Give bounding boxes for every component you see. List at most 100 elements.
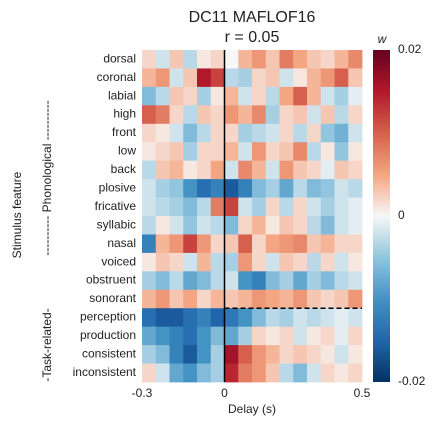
heatmap-cell bbox=[224, 86, 239, 106]
heatmap-cell bbox=[348, 142, 363, 162]
y-tick-label: nasal bbox=[107, 236, 136, 250]
heatmap-cell bbox=[307, 363, 322, 383]
heatmap-cell bbox=[183, 160, 198, 180]
heatmap-cell bbox=[197, 252, 212, 272]
heatmap-cell bbox=[320, 123, 335, 143]
heatmap-cell bbox=[183, 308, 198, 328]
heatmap-cell bbox=[210, 345, 225, 364]
heatmap-cell bbox=[224, 179, 239, 198]
y-axis-label: Stimulus feature bbox=[10, 171, 24, 258]
y-tick-label: labial bbox=[108, 88, 136, 102]
heatmap-cell bbox=[307, 179, 322, 198]
heatmap-cell bbox=[224, 271, 239, 291]
heatmap-cell bbox=[334, 105, 349, 125]
heatmap-cell bbox=[334, 289, 349, 309]
heatmap-cell bbox=[334, 216, 349, 235]
heatmap-cell bbox=[307, 50, 322, 69]
heatmap-cell bbox=[334, 197, 349, 217]
heatmap-cell bbox=[320, 363, 335, 383]
y-tick-label: plosive bbox=[99, 181, 137, 195]
heatmap-cell bbox=[265, 326, 280, 346]
heatmap-cell bbox=[320, 179, 335, 198]
heatmap-cell bbox=[142, 345, 157, 364]
heatmap-cell bbox=[293, 68, 308, 88]
heatmap-cell bbox=[334, 308, 349, 328]
heatmap-cell bbox=[169, 308, 184, 328]
heatmap-cell bbox=[155, 160, 170, 180]
colorbar bbox=[373, 50, 390, 382]
heatmap-cell bbox=[155, 50, 170, 69]
heatmap-cell bbox=[197, 50, 212, 69]
heatmap-cell bbox=[142, 252, 157, 272]
heatmap-cell bbox=[224, 252, 239, 272]
heatmap-cell bbox=[197, 197, 212, 217]
heatmap-cell bbox=[320, 345, 335, 364]
heatmap-cell bbox=[238, 308, 253, 328]
heatmap-cell bbox=[224, 68, 239, 88]
heatmap-cell bbox=[252, 234, 267, 254]
heatmap-cell bbox=[183, 252, 198, 272]
heatmap-cell bbox=[348, 68, 363, 88]
heatmap-cell bbox=[279, 50, 294, 69]
heatmap-cell bbox=[183, 68, 198, 88]
heatmap-cell bbox=[197, 216, 212, 235]
heatmap-cell bbox=[238, 160, 253, 180]
heatmap-cell bbox=[197, 345, 212, 364]
heatmap-cell bbox=[293, 363, 308, 383]
heatmap-cell bbox=[334, 68, 349, 88]
y-tick-label: coronal bbox=[97, 70, 136, 84]
heatmap-cell bbox=[169, 123, 184, 143]
heatmap-cell bbox=[169, 363, 184, 383]
heatmap-cell bbox=[348, 123, 363, 143]
heatmap-cell bbox=[155, 234, 170, 254]
heatmap-cell bbox=[293, 142, 308, 162]
heatmap-cell bbox=[197, 142, 212, 162]
heatmap-cell bbox=[265, 345, 280, 364]
heatmap-cell bbox=[197, 160, 212, 180]
heatmap-cell bbox=[320, 216, 335, 235]
heatmap-cell bbox=[279, 142, 294, 162]
heatmap-cell bbox=[265, 289, 280, 309]
heatmap-cell bbox=[210, 123, 225, 143]
heatmap-cell bbox=[293, 326, 308, 346]
heatmap-cell bbox=[210, 68, 225, 88]
colorbar-tick-label: 0 bbox=[398, 208, 405, 222]
heatmap-cell bbox=[279, 179, 294, 198]
heatmap-cell bbox=[293, 105, 308, 125]
heatmap-cell bbox=[320, 197, 335, 217]
heatmap-cell bbox=[183, 345, 198, 364]
y-tick-label: perception bbox=[80, 310, 136, 324]
heatmap-cell bbox=[224, 216, 239, 235]
heatmap-cell bbox=[265, 234, 280, 254]
heatmap-cell bbox=[169, 271, 184, 291]
heatmap-cell bbox=[265, 216, 280, 235]
heatmap-cell bbox=[155, 252, 170, 272]
heatmap-cell bbox=[197, 86, 212, 106]
heatmap-cell bbox=[155, 68, 170, 88]
heatmap-cell bbox=[279, 105, 294, 125]
heatmap-cell bbox=[252, 86, 267, 106]
heatmap-cell bbox=[320, 252, 335, 272]
heatmap-cell bbox=[169, 142, 184, 162]
heatmap-cell bbox=[348, 86, 363, 106]
heatmap-cell bbox=[197, 289, 212, 309]
heatmap-cell bbox=[320, 160, 335, 180]
heatmap-cell bbox=[142, 308, 157, 328]
heatmap-cell bbox=[224, 142, 239, 162]
heatmap-cell bbox=[238, 326, 253, 346]
heatmap-cell bbox=[183, 363, 198, 383]
heatmap-cell bbox=[334, 234, 349, 254]
heatmap-cell bbox=[238, 216, 253, 235]
heatmap-cell bbox=[224, 50, 239, 69]
heatmap-cell bbox=[334, 179, 349, 198]
heatmap-cell bbox=[307, 68, 322, 88]
heatmap-cell bbox=[320, 308, 335, 328]
heatmap-cell bbox=[142, 142, 157, 162]
heatmap-cell bbox=[348, 234, 363, 254]
heatmap-cell bbox=[334, 160, 349, 180]
heatmap-cell bbox=[210, 326, 225, 346]
y-tick-label: fricative bbox=[95, 199, 137, 213]
heatmap-cell bbox=[142, 271, 157, 291]
heatmap-cell bbox=[293, 234, 308, 254]
